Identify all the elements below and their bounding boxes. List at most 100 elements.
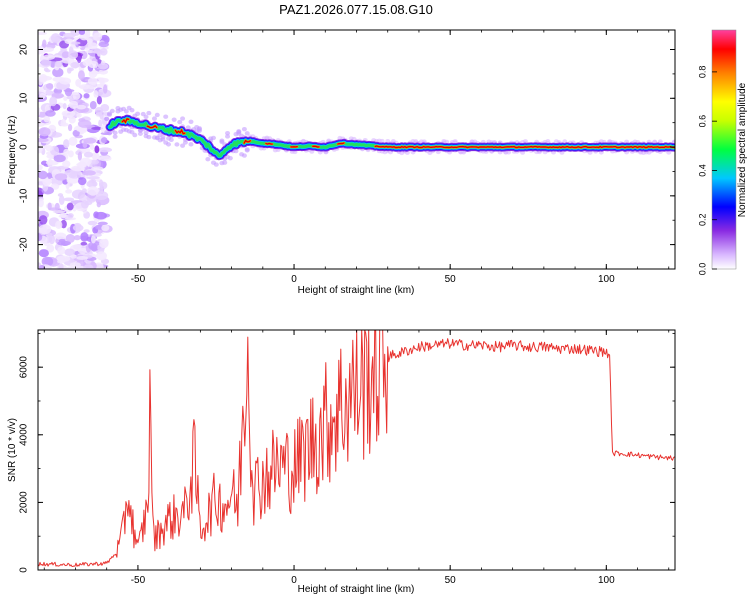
noise-blob — [71, 41, 81, 45]
noise-blob — [42, 54, 56, 60]
heatmap-ytick-label: -20 — [19, 237, 30, 252]
ridge-band-red — [312, 145, 320, 148]
colorbar-tick-label: 0.2 — [697, 213, 707, 226]
noise-blob — [98, 69, 109, 75]
noise-blob — [93, 90, 99, 98]
halo-blob — [160, 137, 166, 142]
noise-blob — [43, 67, 49, 72]
halo-blob — [180, 143, 186, 148]
noise-blob — [83, 229, 90, 233]
noise-blob — [76, 255, 89, 260]
noise-blob — [57, 246, 66, 255]
ridge-band-red — [174, 128, 186, 135]
ridge-band-red — [337, 142, 345, 145]
noise-blob — [100, 137, 108, 144]
ridge-band-red — [146, 125, 158, 129]
noise-blob — [93, 48, 102, 54]
noise-blob — [57, 193, 64, 197]
noise-blob — [83, 151, 94, 158]
halo-blob — [123, 109, 129, 114]
noise-blob — [70, 254, 77, 259]
halo-blob — [177, 119, 183, 125]
ridge-band-red — [265, 142, 273, 145]
noise-blob — [67, 124, 73, 132]
snr-ytick-label: 6000 — [19, 356, 30, 379]
heatmap-xtick-label: 100 — [598, 274, 615, 285]
noise-blob — [89, 100, 97, 110]
halo-blob — [168, 137, 174, 143]
noise-blob — [72, 129, 80, 137]
noise-blob — [66, 67, 72, 74]
noise-blob — [62, 32, 76, 38]
noise-blob — [38, 170, 48, 180]
noise-blob — [101, 224, 110, 232]
halo-blob — [146, 110, 152, 116]
halo-blob — [241, 127, 247, 132]
noise-blob — [45, 83, 54, 89]
noise-blob — [88, 69, 98, 78]
noise-blob — [59, 77, 72, 85]
noise-blob — [38, 137, 49, 143]
noise-blob — [63, 197, 75, 202]
noise-blob — [87, 77, 98, 85]
ridge-band-red — [374, 145, 675, 149]
halo-blob — [112, 134, 118, 139]
noise-blob — [72, 92, 81, 100]
noise-blob — [98, 179, 104, 188]
noise-blob — [83, 137, 97, 144]
snr-xlabel: Height of straight line (km) — [298, 584, 415, 595]
noise-blob — [64, 248, 76, 257]
noise-blob — [98, 147, 113, 153]
heatmap-ytick-label: 10 — [19, 92, 30, 104]
noise-blob — [38, 198, 44, 208]
snr-ytick-label: 0 — [19, 567, 30, 573]
halo-blob — [444, 139, 450, 145]
halo-blob — [188, 142, 194, 147]
heatmap-xtick-label: 0 — [291, 274, 297, 285]
noise-blob — [90, 178, 96, 183]
noise-blob — [88, 60, 99, 69]
halo-blob — [137, 131, 143, 136]
noise-blob — [52, 67, 64, 78]
halo-blob — [151, 116, 157, 121]
noise-blob — [81, 188, 87, 194]
noise-blob — [39, 92, 46, 99]
noise-blob — [40, 58, 52, 67]
noise-blob — [87, 220, 98, 226]
halo-blob — [129, 129, 135, 135]
noise-blob — [67, 150, 74, 158]
halo-blob — [196, 127, 202, 132]
chart-title: PAZ1.2026.077.15.08.G10 — [279, 2, 433, 17]
colorbar-tick-label: 0.0 — [697, 263, 707, 276]
halo-blob — [182, 140, 188, 145]
snr-axes: -50 0 50 100 0 2000 4000 6000 — [19, 330, 675, 586]
halo-blob — [171, 117, 177, 122]
halo-blob — [205, 157, 211, 162]
noise-blob — [45, 160, 59, 166]
heatmap-ytick-label: -10 — [19, 188, 30, 203]
noise-blob — [63, 139, 70, 149]
noise-blob — [98, 41, 110, 48]
halo-blob — [109, 108, 115, 114]
colorbar-tick-label: 0.6 — [697, 115, 707, 128]
noise-blob — [71, 166, 85, 172]
halo-blob — [379, 138, 385, 144]
noise-blob — [54, 232, 67, 240]
noise-blob — [38, 46, 46, 55]
colorbar: 0.0 0.2 0.4 0.6 0.8 Normalized spectral ampl… — [697, 29, 748, 276]
halo-blob — [146, 134, 152, 140]
noise-blob — [38, 215, 48, 225]
noise-blob — [77, 70, 85, 80]
noise-blob — [55, 220, 63, 230]
halo-blob — [180, 116, 186, 121]
ridge-band-red — [243, 139, 251, 144]
noise-blob — [38, 264, 46, 269]
noise-blob — [97, 187, 104, 195]
noise-blob — [91, 152, 100, 160]
noise-blob — [84, 200, 93, 206]
noise-blob — [99, 110, 104, 120]
noise-blob — [47, 173, 53, 179]
halo-blob — [135, 111, 141, 117]
noise-blob — [49, 96, 58, 107]
snr-ylabel: SNR (10 * v/v) — [7, 418, 18, 482]
